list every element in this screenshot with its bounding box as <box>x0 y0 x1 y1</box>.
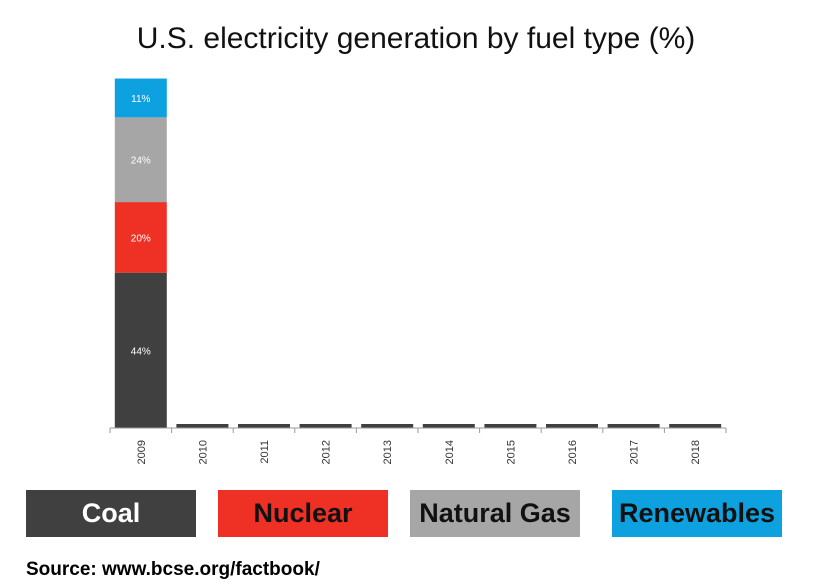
legend-label-coal: Coal <box>81 498 141 528</box>
data-label-renewables-2009: 11% <box>131 94 150 105</box>
x-tick-label-2009: 2009 <box>136 440 148 464</box>
legend-natural-gas: Natural Gas <box>410 490 580 537</box>
stacked-bar-chart: 44% 20% 24% 11% 2009 2010 2011 2012 2013 2014 201… <box>109 78 727 464</box>
x-tick-label-2018: 2018 <box>690 440 702 464</box>
bar-renewables-2009 <box>114 78 167 118</box>
data-label-coal-2009: 44% <box>131 346 151 357</box>
x-tick-labels-group: 2009 2010 2011 2012 2013 2014 2015 2016 2017 2018 <box>136 440 702 464</box>
x-tick-label-2017: 2017 <box>629 440 641 464</box>
x-tick-label-2014: 2014 <box>444 440 456 464</box>
x-tick-label-2013: 2013 <box>382 440 394 464</box>
x-tick-label-2015: 2015 <box>505 440 517 464</box>
x-ticks-group <box>109 428 727 433</box>
bar-coal-2009 <box>114 272 167 428</box>
legend-label-natural-gas: Natural Gas <box>419 498 571 528</box>
x-tick-label-2012: 2012 <box>321 440 333 464</box>
bars-group: 44% 20% 24% 11% <box>114 78 722 428</box>
bar-empty-2015 <box>484 424 537 428</box>
x-tick-label-2010: 2010 <box>197 440 209 464</box>
bar-empty-2014 <box>422 424 475 428</box>
bar-nuclear-2009 <box>114 202 167 273</box>
x-tick-label-2016: 2016 <box>567 440 579 464</box>
bar-empty-2012 <box>299 424 352 428</box>
bar-empty-2013 <box>361 424 414 428</box>
legend-label-renewables: Renewables <box>618 498 776 528</box>
bar-empty-2010 <box>176 424 229 428</box>
bar-natural-gas-2009 <box>114 117 167 203</box>
source-note: Source: www.bcse.org/factbook/ <box>26 559 320 580</box>
data-label-natural-gas-2009: 24% <box>131 156 151 167</box>
legend-nuclear: Nuclear <box>218 490 388 537</box>
legend-renewables: Renewables <box>612 490 782 537</box>
bar-empty-2016 <box>546 424 598 428</box>
bar-empty-2018 <box>669 424 722 428</box>
bar-empty-2017 <box>607 424 660 428</box>
data-label-nuclear-2009: 20% <box>131 233 151 244</box>
legend-coal: Coal <box>26 490 196 537</box>
bar-empty-2011 <box>238 424 290 428</box>
chart-title: U.S. electricity generation by fuel type… <box>136 22 696 55</box>
legend-label-nuclear: Nuclear <box>253 498 353 528</box>
x-tick-label-2011: 2011 <box>259 440 271 464</box>
